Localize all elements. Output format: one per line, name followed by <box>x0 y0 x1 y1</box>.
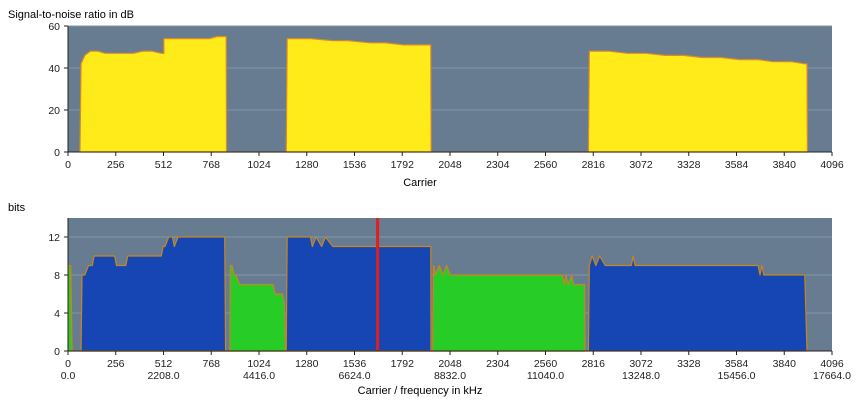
snr-x-tick-label: 2304 <box>486 159 510 171</box>
bits-x-tick-label: 3072 <box>629 358 653 370</box>
bits-x-tick-label: 2816 <box>582 358 606 370</box>
bits-freq-tick-label: 13248.0 <box>622 370 660 382</box>
bits-freq-tick-label: 4416.0 <box>243 370 275 382</box>
bits-chart: 0 4 8 12 0 256 512 768 1024 1280 1536 1792 2048 2304 2… <box>8 202 851 397</box>
bits-chart-title: bits <box>8 202 26 214</box>
snr-x-tick-label: 3328 <box>677 159 701 171</box>
bits-series-down-area <box>80 236 808 352</box>
bits-x-tick-label: 768 <box>202 358 220 370</box>
snr-y-tick-label: 20 <box>48 105 60 117</box>
snr-x-tick-label: 2816 <box>582 159 606 171</box>
bits-x-tick-label: 4096 <box>820 358 844 370</box>
bits-y-tick-label: 0 <box>54 346 60 358</box>
snr-x-tick-label: 0 <box>65 159 71 171</box>
bits-y-tick-label: 4 <box>54 308 60 320</box>
bits-x-tick-label: 2048 <box>438 358 462 370</box>
snr-x-tick-label: 3840 <box>773 159 797 171</box>
snr-y-tick-label: 60 <box>48 21 60 33</box>
snr-y-tick-label: 40 <box>48 63 60 75</box>
bits-x-tick-label: 3328 <box>677 358 701 370</box>
bits-x-tick-label: 2304 <box>486 358 510 370</box>
bits-x-tick-label: 1792 <box>391 358 415 370</box>
snr-x-tick-label: 3072 <box>629 159 653 171</box>
bits-x-tick-label: 512 <box>155 358 173 370</box>
snr-x-tick-label: 256 <box>107 159 125 171</box>
snr-chart-title: Signal-to-noise ratio in dB <box>8 9 134 21</box>
bits-x-tick-label: 0 <box>65 358 71 370</box>
snr-x-tick-label: 1536 <box>343 159 367 171</box>
bits-x-tick-label: 1536 <box>343 358 367 370</box>
bits-x-tick-label: 3840 <box>773 358 797 370</box>
snr-x-tick-label: 1792 <box>391 159 415 171</box>
snr-x-tick-label: 1280 <box>295 159 319 171</box>
bits-freq-tick-label: 2208.0 <box>147 370 179 382</box>
snr-x-tick-label: 768 <box>202 159 220 171</box>
bits-freq-tick-label: 8832.0 <box>434 370 466 382</box>
snr-x-tick-label: 512 <box>155 159 173 171</box>
snr-x-tick-label: 2560 <box>534 159 558 171</box>
bits-freq-tick-label: 15456.0 <box>718 370 756 382</box>
bits-x-tick-label: 256 <box>107 358 125 370</box>
bits-freq-tick-label: 11040.0 <box>527 370 564 382</box>
bits-y-tick-label: 8 <box>54 270 60 282</box>
bits-freq-tick-label: 17664.0 <box>813 370 851 382</box>
bits-x-tick-label: 1024 <box>247 358 271 370</box>
snr-chart: 0 20 40 60 0 256 512 768 1024 1280 1536 1792 2048 230… <box>8 9 844 189</box>
bits-x-tick-label: 3584 <box>725 358 749 370</box>
snr-x-tick-label: 3584 <box>725 159 749 171</box>
snr-x-axis-label: Carrier <box>403 177 437 189</box>
bits-freq-tick-label: 6624.0 <box>338 370 370 382</box>
bits-x-axis-label: Carrier / frequency in kHz <box>358 385 483 397</box>
bits-y-tick-label: 12 <box>48 232 60 244</box>
snr-series-snr-area <box>79 35 808 153</box>
snr-x-tick-label: 2048 <box>438 159 462 171</box>
bits-freq-tick-label: 0.0 <box>61 370 76 382</box>
bits-x-tick-label: 1280 <box>295 358 319 370</box>
snr-x-tick-label: 1024 <box>247 159 271 171</box>
bits-x-tick-label: 2560 <box>534 358 558 370</box>
snr-y-tick-label: 0 <box>54 147 60 159</box>
snr-x-tick-label: 4096 <box>820 159 844 171</box>
